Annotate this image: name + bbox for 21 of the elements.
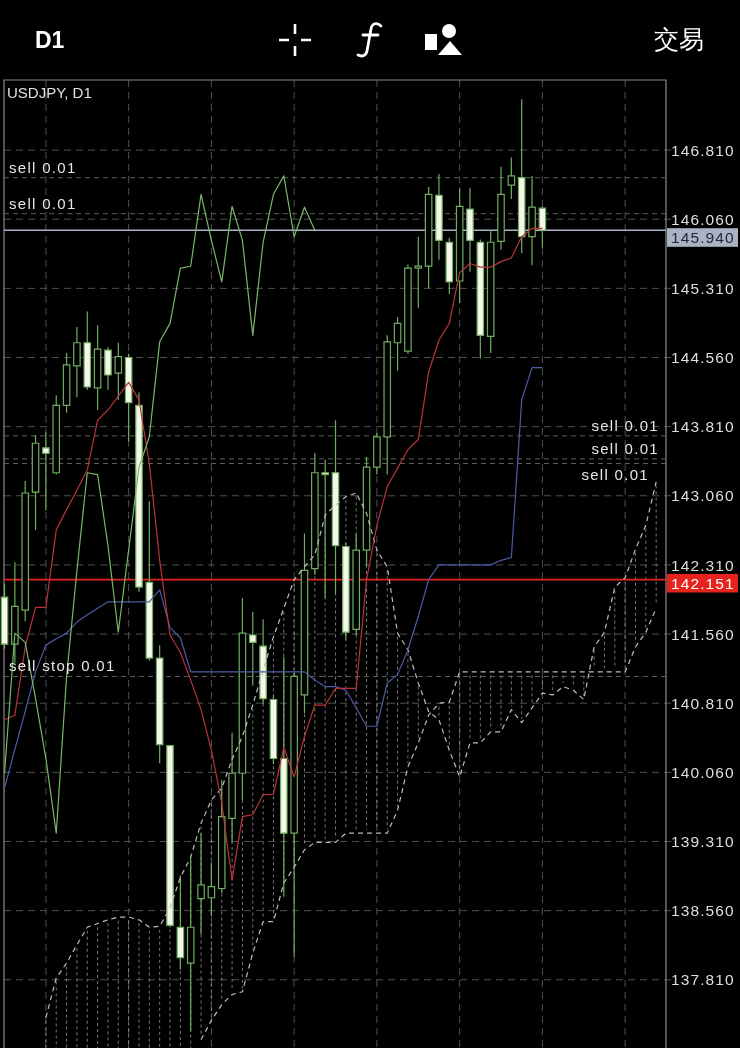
y-tick-label: 146.060 <box>671 210 735 228</box>
ref-line-label: sell 0.01 <box>591 416 659 434</box>
y-tick-label: 143.060 <box>671 487 735 505</box>
ref-line-label: sell 0.01 <box>9 158 77 176</box>
chart-title: USDJPY, D1 <box>7 84 92 101</box>
y-tick-label: 141.560 <box>671 625 735 643</box>
text: D1 <box>35 27 65 53</box>
y-tick-label: 139.310 <box>671 833 735 851</box>
text: 交易 <box>654 25 704 53</box>
ref-line-label: sell 0.01 <box>591 439 659 457</box>
y-tick-label: 143.810 <box>671 418 735 436</box>
y-tick-label: 137.810 <box>671 971 735 989</box>
y-tick-label: 144.560 <box>671 349 735 367</box>
y-tick-label: 140.060 <box>671 763 735 781</box>
y-tick-label: 140.810 <box>671 694 735 712</box>
ref-line-label: sell 0.01 <box>9 194 77 212</box>
y-tick-label: 145.310 <box>671 279 735 297</box>
y-tick-label: 146.810 <box>671 141 735 159</box>
y-tick-label: 138.560 <box>671 902 735 920</box>
ref-line-label: sell 0.01 <box>581 465 649 483</box>
y-tick-label: 142.310 <box>671 556 735 574</box>
